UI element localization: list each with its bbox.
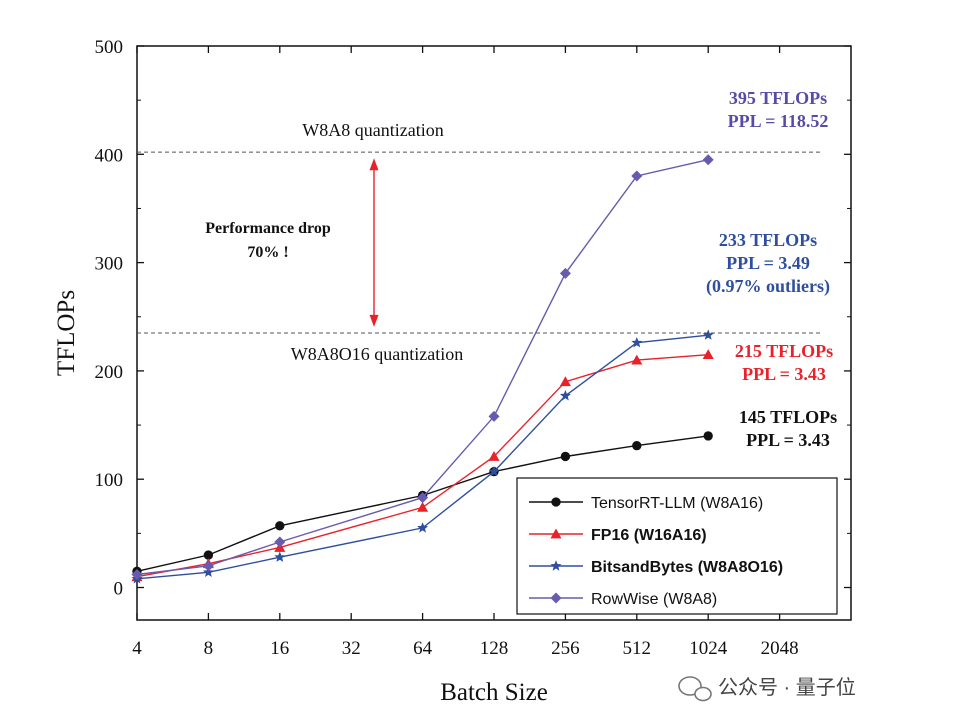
- y-axis-title: TFLOPs: [53, 290, 80, 376]
- x-tick-label: 4: [132, 638, 142, 659]
- data-point: [274, 536, 286, 548]
- x-tick-label: 16: [270, 638, 289, 659]
- callout-line: 395 TFLOPs: [729, 88, 827, 108]
- drop-label-line1: Performance drop: [205, 220, 331, 237]
- legend-label: FP16 (W16A16): [591, 527, 707, 544]
- y-tick-label: 0: [114, 579, 124, 600]
- series-line: [136, 435, 709, 572]
- callout-line: 215 TFLOPs: [735, 341, 833, 361]
- data-point: [550, 560, 562, 571]
- legend-label: RowWise (W8A8): [591, 591, 717, 608]
- x-tick-label: 128: [480, 638, 509, 659]
- wechat-bubble-small: [694, 686, 712, 702]
- x-axis-title: Batch Size: [440, 679, 548, 706]
- data-point: [631, 170, 643, 182]
- series-line: [136, 334, 709, 580]
- callouts: 395 TFLOPs PPL = 118.52 233 TFLOPs PPL = 3.…: [706, 88, 837, 450]
- data-point: [631, 354, 643, 365]
- legend-label: BitsandBytes (W8A8O16): [591, 559, 783, 576]
- data-point: [559, 390, 571, 401]
- data-point: [203, 550, 214, 560]
- reference-lines: W8A8 quantization W8A8O16 quantization Per…: [137, 120, 821, 364]
- y-tick-label: 200: [95, 362, 124, 383]
- y-tick-label: 500: [95, 37, 124, 58]
- data-point: [417, 522, 429, 533]
- legend-label: TensorRT-LLM (W8A16): [591, 495, 763, 512]
- data-point: [488, 410, 500, 422]
- legend-entry: BitsandBytes (W8A8O16): [529, 559, 783, 576]
- wechat-icon: [678, 676, 712, 702]
- data-point: [559, 376, 571, 387]
- data-point: [417, 501, 429, 512]
- y-tick-label: 400: [95, 145, 124, 166]
- data-point: [703, 431, 713, 441]
- data-point: [274, 551, 286, 562]
- data-point: [559, 267, 571, 279]
- data-point: [702, 349, 714, 360]
- legend-entry: TensorRT-LLM (W8A16): [529, 495, 763, 512]
- legend-entry: FP16 (W16A16): [529, 527, 707, 544]
- data-point: [417, 492, 429, 504]
- legend-entry: RowWise (W8A8): [529, 591, 717, 608]
- callout-line: 145 TFLOPs: [739, 407, 837, 427]
- data-point: [560, 451, 571, 462]
- x-tick-label: 256: [551, 638, 580, 659]
- drop-arrow-head-down: [369, 314, 379, 327]
- series-layer: [131, 154, 714, 584]
- data-point: [702, 329, 714, 340]
- data-point: [488, 450, 500, 461]
- y-tick-label: 300: [95, 254, 124, 275]
- series-rowwise-w8a8: [131, 154, 714, 581]
- data-point: [550, 592, 562, 604]
- x-tick-label: 2048: [761, 638, 799, 659]
- x-tick-label: 1024: [689, 638, 728, 659]
- callout-line: PPL = 118.52: [728, 111, 829, 131]
- callout-line: (0.97% outliers): [706, 276, 830, 297]
- legend: TensorRT-LLM (W8A16) FP16 (W16A16) Bitsand…: [516, 477, 838, 615]
- callout-line: PPL = 3.43: [746, 430, 830, 450]
- watermark-text: 公众号 · 量子位: [718, 676, 856, 699]
- data-point: [488, 465, 500, 477]
- y-tick-label: 100: [95, 470, 124, 491]
- data-point: [550, 528, 562, 539]
- callout-line: PPL = 3.43: [742, 364, 826, 384]
- data-point: [632, 440, 642, 451]
- drop-label-line2: 70% !: [247, 244, 288, 261]
- data-point: [551, 497, 561, 507]
- legend-box: [516, 477, 838, 615]
- data-point: [275, 521, 285, 531]
- series-line: [136, 354, 709, 578]
- drop-arrow-head-up: [369, 158, 379, 171]
- data-point: [131, 569, 143, 581]
- callout-line: PPL = 3.49: [726, 253, 810, 273]
- x-tick-label: 32: [342, 638, 361, 659]
- axes-layer: 0 100 200 300 400 500 4 8 16 32 64 128 256 512 1024 204…: [53, 37, 852, 706]
- wechat-bubble-large: [678, 676, 702, 696]
- data-point: [202, 566, 214, 577]
- callout-line: 233 TFLOPs: [719, 230, 817, 250]
- x-tick-label: 512: [623, 638, 652, 659]
- x-tick-label: 8: [204, 638, 214, 659]
- reference-line-label: W8A8O16 quantization: [291, 344, 463, 364]
- reference-line-label: W8A8 quantization: [302, 120, 443, 140]
- x-tick-label: 64: [413, 638, 433, 659]
- data-point: [631, 337, 643, 348]
- data-point: [202, 560, 214, 572]
- series-line: [136, 159, 709, 576]
- data-point: [702, 154, 714, 166]
- watermark: 公众号 · 量子位: [678, 676, 856, 702]
